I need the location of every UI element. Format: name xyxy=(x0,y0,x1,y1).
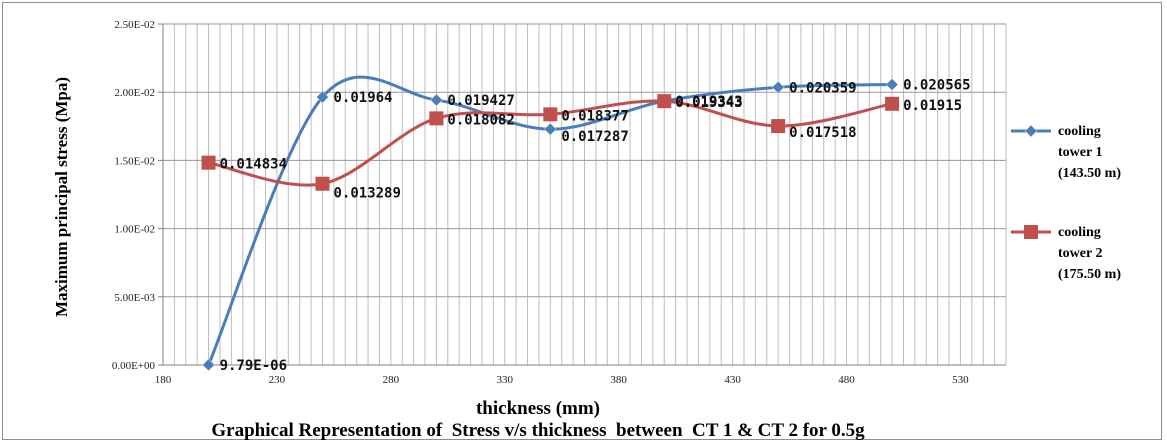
data-point xyxy=(315,176,330,191)
data-point xyxy=(885,78,899,91)
data-point xyxy=(885,96,900,111)
data-point xyxy=(771,119,786,134)
grid-lines xyxy=(162,23,1007,366)
y-tick-label: 2.50E-02 xyxy=(114,19,155,31)
chart-title: Graphical Representation of Stress v/s t… xyxy=(211,420,865,441)
legend-label: cooling xyxy=(1058,124,1101,139)
legend-marker xyxy=(1024,124,1038,138)
data-label: 0.020565 xyxy=(903,77,970,93)
data-point xyxy=(543,122,557,136)
data-label: 0.019427 xyxy=(447,93,514,109)
data-label: 0.018082 xyxy=(447,112,514,128)
data-label: 0.018377 xyxy=(561,108,628,124)
series-group xyxy=(201,75,900,372)
legend-label: (175.50 m) xyxy=(1058,267,1121,282)
y-tick-label: 5.00E-03 xyxy=(114,292,155,304)
data-label: 9.79E-06 xyxy=(220,358,287,374)
legend-label: cooling xyxy=(1058,225,1101,240)
legend: cooling tower 1 (143.50 m) cooling tower 2 (1… xyxy=(1011,124,1121,282)
y-tick-label: 0.00E+00 xyxy=(112,360,156,372)
y-tick-label: 1.00E-02 xyxy=(114,224,155,236)
data-point xyxy=(201,155,216,170)
x-axis-title: thickness (mm) xyxy=(476,398,600,419)
series-line xyxy=(207,75,893,366)
data-point xyxy=(543,107,558,122)
x-tick-label: 230 xyxy=(269,374,286,386)
data-point xyxy=(429,111,444,126)
y-tick-label: 1.50E-02 xyxy=(114,155,155,167)
data-label: 0.013289 xyxy=(333,186,400,202)
x-tick-label: 330 xyxy=(497,374,514,386)
x-tick-label: 180 xyxy=(155,374,172,386)
data-point xyxy=(430,93,443,107)
legend-marker xyxy=(1024,225,1038,239)
x-tick-label: 530 xyxy=(952,374,969,386)
data-label: 0.01915 xyxy=(903,98,962,114)
data-label: 0.017518 xyxy=(789,125,856,141)
x-tick-label: 480 xyxy=(838,374,855,386)
data-point xyxy=(771,80,785,94)
data-point xyxy=(657,94,672,109)
data-label: 0.017287 xyxy=(561,129,628,145)
tick-labels: 180 230 280 330 380 430 480 530 0.00E+00 5.00E-03… xyxy=(112,19,969,386)
y-axis-title: Maximum principal stress (Mpa) xyxy=(52,77,71,317)
series-2 xyxy=(201,94,900,191)
data-point xyxy=(316,90,329,104)
legend-label: (143.50 m) xyxy=(1058,166,1121,181)
data-label: 0.019343 xyxy=(675,94,742,110)
axes xyxy=(158,23,1006,366)
data-labels: 9.79E-06 0.01964 0.019427 0.017287 0.019343 0… xyxy=(220,77,971,373)
legend-entry-2: cooling tower 2 (175.50 m) xyxy=(1011,225,1121,282)
legend-label: tower 2 xyxy=(1058,246,1102,261)
legend-entry-1: cooling tower 1 (143.50 m) xyxy=(1011,124,1121,181)
x-tick-label: 280 xyxy=(383,374,400,386)
data-point xyxy=(202,358,215,372)
y-tick-label: 2.00E-02 xyxy=(114,87,155,99)
data-label: 0.020359 xyxy=(789,80,856,96)
x-tick-label: 430 xyxy=(724,374,741,386)
data-label: 0.019343 xyxy=(675,95,742,111)
data-label: 0.01964 xyxy=(333,90,392,106)
data-label: 0.014834 xyxy=(220,157,287,173)
x-tick-label: 380 xyxy=(610,374,627,386)
legend-label: tower 1 xyxy=(1058,145,1102,160)
